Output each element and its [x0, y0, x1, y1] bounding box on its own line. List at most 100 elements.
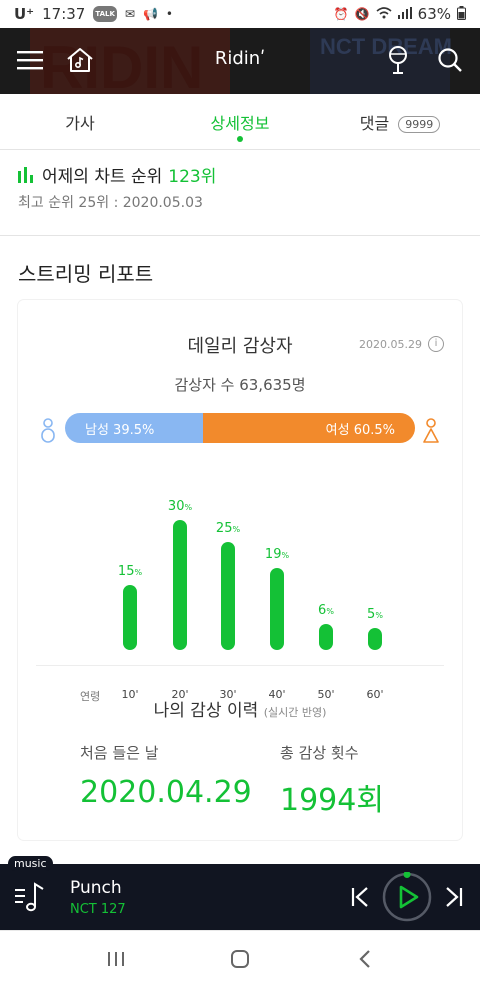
age-bar-1	[173, 520, 187, 650]
carrier-label: U⁺	[14, 5, 35, 23]
history-note: (실시간 반영)	[263, 706, 327, 719]
active-tab-indicator	[237, 136, 243, 142]
mute-icon: 🔇	[354, 7, 370, 21]
karaoke-button[interactable]	[380, 42, 416, 78]
menu-button[interactable]	[12, 42, 48, 78]
search-icon	[438, 48, 462, 72]
app-bar: NCT DREAM RIDIN Ridinʹ	[0, 28, 480, 94]
age-bar-value-5: 5%	[367, 607, 383, 622]
first-listen-label: 처음 들은 날	[80, 744, 159, 762]
male-segment: 남성 39.5%	[65, 413, 204, 443]
kakaotalk-icon: TALK	[93, 6, 117, 22]
report-title: 스트리밍 리포트	[18, 262, 154, 286]
tab-lyrics-label: 가사	[65, 114, 95, 133]
player-song-title: Punch	[70, 878, 122, 898]
microphone-icon	[389, 46, 407, 74]
total-plays-value: 1994회	[280, 783, 384, 818]
report-date: 2020.05.29	[359, 338, 422, 351]
age-bar-4	[319, 624, 333, 650]
megaphone-icon: 📢	[142, 7, 158, 21]
system-nav-bar	[0, 930, 480, 987]
tab-bar: 가사 상세정보 댓글 9999	[0, 94, 480, 150]
recent-apps-button[interactable]	[101, 947, 131, 971]
age-tick-3: 40'	[268, 688, 286, 701]
age-tick-4: 50'	[317, 688, 335, 701]
best-rank: 최고 순위 25위 : 2020.05.03	[18, 195, 203, 211]
music-tag: music	[8, 856, 53, 871]
age-bar-value-4: 6%	[318, 603, 334, 618]
chart-rank-section: 어제의 차트 순위 123위 최고 순위 25위 : 2020.05.03	[0, 150, 480, 236]
previous-button[interactable]	[348, 884, 372, 910]
age-bar-3	[270, 568, 284, 650]
home-nav-button[interactable]	[225, 947, 255, 971]
info-icon[interactable]: i	[428, 336, 444, 352]
age-tick-1: 20'	[171, 688, 189, 701]
first-listen: 처음 들은 날 2020.04.29	[80, 742, 252, 810]
player-artist: NCT 127	[70, 902, 126, 917]
recent-apps-icon	[108, 952, 124, 966]
age-bar-0	[123, 585, 137, 650]
card-divider	[36, 665, 444, 666]
battery-icon	[457, 5, 466, 23]
play-button[interactable]	[382, 872, 432, 922]
play-icon	[382, 872, 432, 922]
gender-ratio-bar: 남성 39.5% 여성 60.5%	[65, 413, 415, 443]
tab-comments-label: 댓글	[359, 114, 390, 133]
age-bar-2	[221, 542, 235, 650]
clock: 17:37	[42, 5, 86, 23]
male-icon	[41, 418, 55, 443]
age-bar-chart: 15% 30% 25% 19% 6% 5%	[18, 470, 462, 650]
playlist-music-icon	[15, 882, 44, 912]
signal-icon	[397, 6, 412, 22]
svg-text:NCT DREAM: NCT DREAM	[320, 34, 452, 59]
streaming-report-section: 스트리밍 리포트 데일리 감상자 2020.05.29 i 감상자 수 63,6…	[0, 236, 480, 864]
alarm-icon: ⏰	[333, 7, 349, 21]
age-tick-2: 30'	[219, 688, 237, 701]
mini-player[interactable]: music Punch NCT 127	[0, 856, 480, 930]
age-bar-value-3: 19%	[264, 547, 290, 562]
age-tick-5: 60'	[366, 688, 384, 701]
playlist-button[interactable]	[12, 878, 48, 916]
daily-listeners-title: 데일리 감상자	[187, 336, 293, 357]
back-icon	[359, 950, 370, 968]
back-button[interactable]	[350, 947, 380, 971]
rank-value: 123위	[168, 167, 217, 187]
female-icon	[423, 418, 439, 443]
tab-details[interactable]: 상세정보	[160, 94, 320, 149]
age-tick-0: 10'	[121, 688, 139, 701]
song-title: Ridinʹ	[214, 48, 266, 69]
home-music-icon	[67, 48, 93, 72]
age-bar-value-0: 15%	[117, 564, 143, 579]
age-bar-value-1: 30%	[167, 499, 193, 514]
menu-icon	[17, 51, 43, 70]
daily-listeners-card: 데일리 감상자 2020.05.29 i 감상자 수 63,635명 남성 39…	[18, 300, 462, 840]
male-label: 남성 39.5%	[85, 422, 155, 438]
total-plays: 총 감상 횟수 1994회	[280, 742, 384, 819]
tab-details-label: 상세정보	[210, 114, 270, 133]
previous-icon	[351, 887, 368, 907]
yesterday-rank[interactable]: 어제의 차트 순위 123위	[18, 162, 216, 187]
tab-comments[interactable]: 댓글 9999	[320, 94, 480, 149]
age-bar-5	[368, 628, 382, 650]
comment-count-badge: 9999	[398, 116, 441, 133]
svg-text:RIDIN: RIDIN	[40, 34, 203, 94]
rank-prefix: 어제의 차트 순위	[42, 167, 163, 187]
history-title: 나의 감상 이력 (실시간 반영)	[18, 696, 462, 721]
first-listen-value: 2020.04.29	[80, 775, 252, 810]
age-bar-value-2: 25%	[215, 521, 241, 536]
history-title-text: 나의 감상 이력	[153, 701, 259, 721]
age-axis-label: 연령	[80, 690, 101, 703]
next-button[interactable]	[442, 884, 466, 910]
next-icon	[446, 887, 463, 907]
battery-percent: 63%	[417, 5, 451, 23]
home-nav-icon	[231, 950, 249, 968]
home-button[interactable]	[62, 42, 98, 78]
message-icon: ✉	[124, 7, 135, 21]
search-button[interactable]	[432, 42, 468, 78]
female-segment: 여성 60.5%	[203, 413, 415, 443]
listener-count: 감상자 수 63,635명	[174, 376, 306, 394]
tab-lyrics[interactable]: 가사	[0, 94, 160, 149]
chart-bars-icon	[18, 166, 33, 183]
dot-icon: •	[165, 7, 173, 21]
female-label: 여성 60.5%	[325, 422, 395, 438]
